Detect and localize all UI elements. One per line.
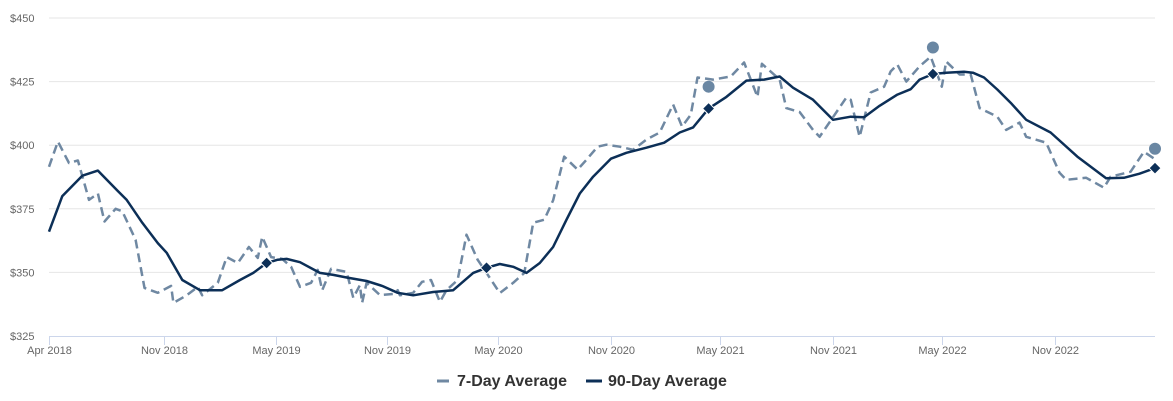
y-tick-label: $450 (10, 13, 34, 25)
legend: 7-Day Average 90-Day Average (437, 373, 727, 390)
series-line-90-day (47, 70, 1156, 297)
series-line-7-day (47, 55, 1156, 305)
x-tick-label: Apr 2018 (27, 345, 72, 357)
legend-label-90-day: 90-Day Average (608, 373, 727, 390)
x-tick-label: Nov 2020 (588, 345, 635, 357)
y-tick-label: $400 (10, 140, 34, 152)
marker-7-day-point (926, 41, 939, 54)
x-tick-label: Nov 2018 (141, 345, 188, 357)
x-tick-label: May 2021 (696, 345, 744, 357)
marker-90-day-point (479, 261, 494, 275)
marker-7-day-point (1149, 142, 1161, 155)
markers-layer (259, 41, 1162, 275)
legend-item-90-day[interactable]: 90-Day Average (586, 373, 727, 390)
legend-label-7-day: 7-Day Average (457, 373, 567, 390)
marker-90-day-point (701, 101, 716, 116)
series-layer (47, 55, 1156, 305)
x-tick-label: Nov 2021 (810, 345, 857, 357)
marker-90-day-point (1148, 161, 1162, 175)
y-axis-ticks: $325 $350 $375 $400 $425 $450 (10, 13, 34, 343)
y-tick-label: $325 (10, 331, 34, 343)
marker-90-day-point (259, 256, 274, 270)
x-tick-label: May 2022 (918, 345, 966, 357)
marker-7-day-point (702, 80, 715, 93)
x-tick-label: Nov 2022 (1032, 345, 1079, 357)
y-tick-label: $425 (10, 77, 34, 89)
legend-item-7-day[interactable]: 7-Day Average (437, 373, 567, 390)
x-tick-label: May 2020 (474, 345, 522, 357)
x-tick-label: Nov 2019 (364, 345, 411, 357)
y-tick-label: $375 (10, 204, 34, 216)
y-tick-label: $350 (10, 267, 34, 279)
x-axis: Apr 2018 Nov 2018 May 2019 Nov 2019 May 2020… (27, 336, 1155, 357)
x-tick-label: May 2019 (252, 345, 300, 357)
marker-90-day-point (926, 67, 940, 81)
